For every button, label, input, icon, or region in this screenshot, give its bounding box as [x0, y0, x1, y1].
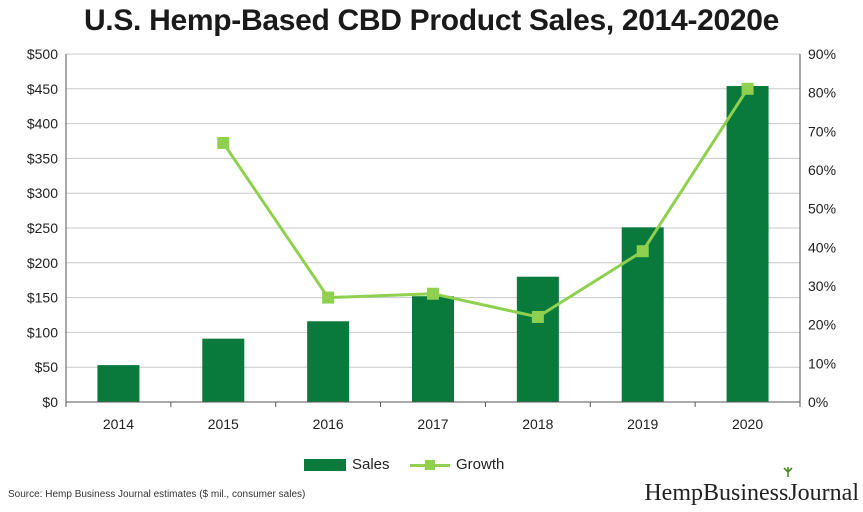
y2-tick-label: 90%	[808, 46, 836, 62]
chart-title: U.S. Hemp-Based CBD Product Sales, 2014-…	[83, 4, 780, 37]
sales-bar-2015	[202, 338, 245, 402]
brand-text: HempBusinessJournal	[644, 480, 859, 506]
x-tick-label: 2018	[522, 416, 553, 432]
x-tick-label: 2019	[627, 416, 658, 432]
growth-series-line	[222, 87, 749, 319]
x-tick-label: 2020	[732, 416, 763, 432]
y2-tick-label: 70%	[808, 123, 836, 139]
sales-bar-2014	[97, 365, 140, 402]
growth-line	[217, 82, 754, 323]
source-note: Source: Hemp Business Journal estimates …	[8, 489, 306, 500]
sales-bar-2016	[307, 321, 350, 402]
y-tick-label: $200	[27, 255, 58, 271]
x-tick-label: 2016	[313, 416, 344, 432]
x-tick-label: 2015	[208, 416, 239, 432]
y2-tick-label: 80%	[808, 85, 836, 101]
y-tick-label: $300	[27, 185, 58, 201]
growth-point-2015	[217, 136, 230, 149]
x-tick-label: 2014	[103, 416, 134, 432]
brand-logo: HempBusinessJournal	[644, 467, 859, 507]
y-tick-label: $450	[27, 81, 58, 97]
growth-point-2019	[636, 245, 649, 258]
y2-tick-label: 40%	[808, 239, 836, 255]
y-tick-label: $250	[27, 220, 58, 236]
legend-item-growth: Growth	[410, 456, 504, 473]
y2-tick-label: 20%	[808, 317, 836, 333]
y2-tick-label: 30%	[808, 278, 836, 294]
sales-bars	[97, 86, 769, 403]
y-tick-label: $350	[27, 150, 58, 166]
legend-label-sales: Sales	[352, 456, 390, 473]
y2-tick-label: 60%	[808, 162, 836, 178]
x-tick-label: 2017	[417, 416, 448, 432]
right-axis-ticks: 0% 10% 20% 30% 40% 50% 60% 70% 80% 90%	[808, 46, 836, 410]
legend-swatch-sales	[304, 458, 346, 471]
y-tick-label: $400	[27, 116, 58, 132]
legend-swatch-growth	[410, 459, 450, 471]
y-tick-label: $150	[27, 290, 58, 306]
growth-point-2020	[741, 82, 754, 95]
y2-tick-label: 10%	[808, 355, 836, 371]
sales-bar-2017	[412, 296, 454, 402]
sales-bar-2020	[726, 86, 769, 403]
growth-point-2016	[322, 291, 335, 304]
hemp-leaf-icon	[783, 467, 793, 477]
axes	[65, 54, 801, 407]
sales-bar-2018	[516, 276, 559, 402]
legend-label-growth: Growth	[456, 456, 505, 473]
y-tick-label: $50	[35, 359, 59, 375]
y2-tick-label: 0%	[808, 394, 828, 410]
growth-point-2018	[531, 310, 544, 323]
x-axis-ticks: 2014 2015 2016 2017 2018 2019 2020	[103, 416, 764, 432]
growth-point-2017	[427, 287, 439, 300]
y-tick-label: $500	[27, 46, 58, 62]
legend-item-sales: Sales	[304, 456, 390, 473]
left-axis-ticks: $0 $50 $100 $150 $200 $250 $300 $350 $400 $450 $50…	[27, 46, 58, 410]
y-tick-label: $100	[27, 324, 58, 340]
y2-tick-label: 50%	[808, 201, 836, 217]
y-tick-label: $0	[42, 394, 58, 410]
